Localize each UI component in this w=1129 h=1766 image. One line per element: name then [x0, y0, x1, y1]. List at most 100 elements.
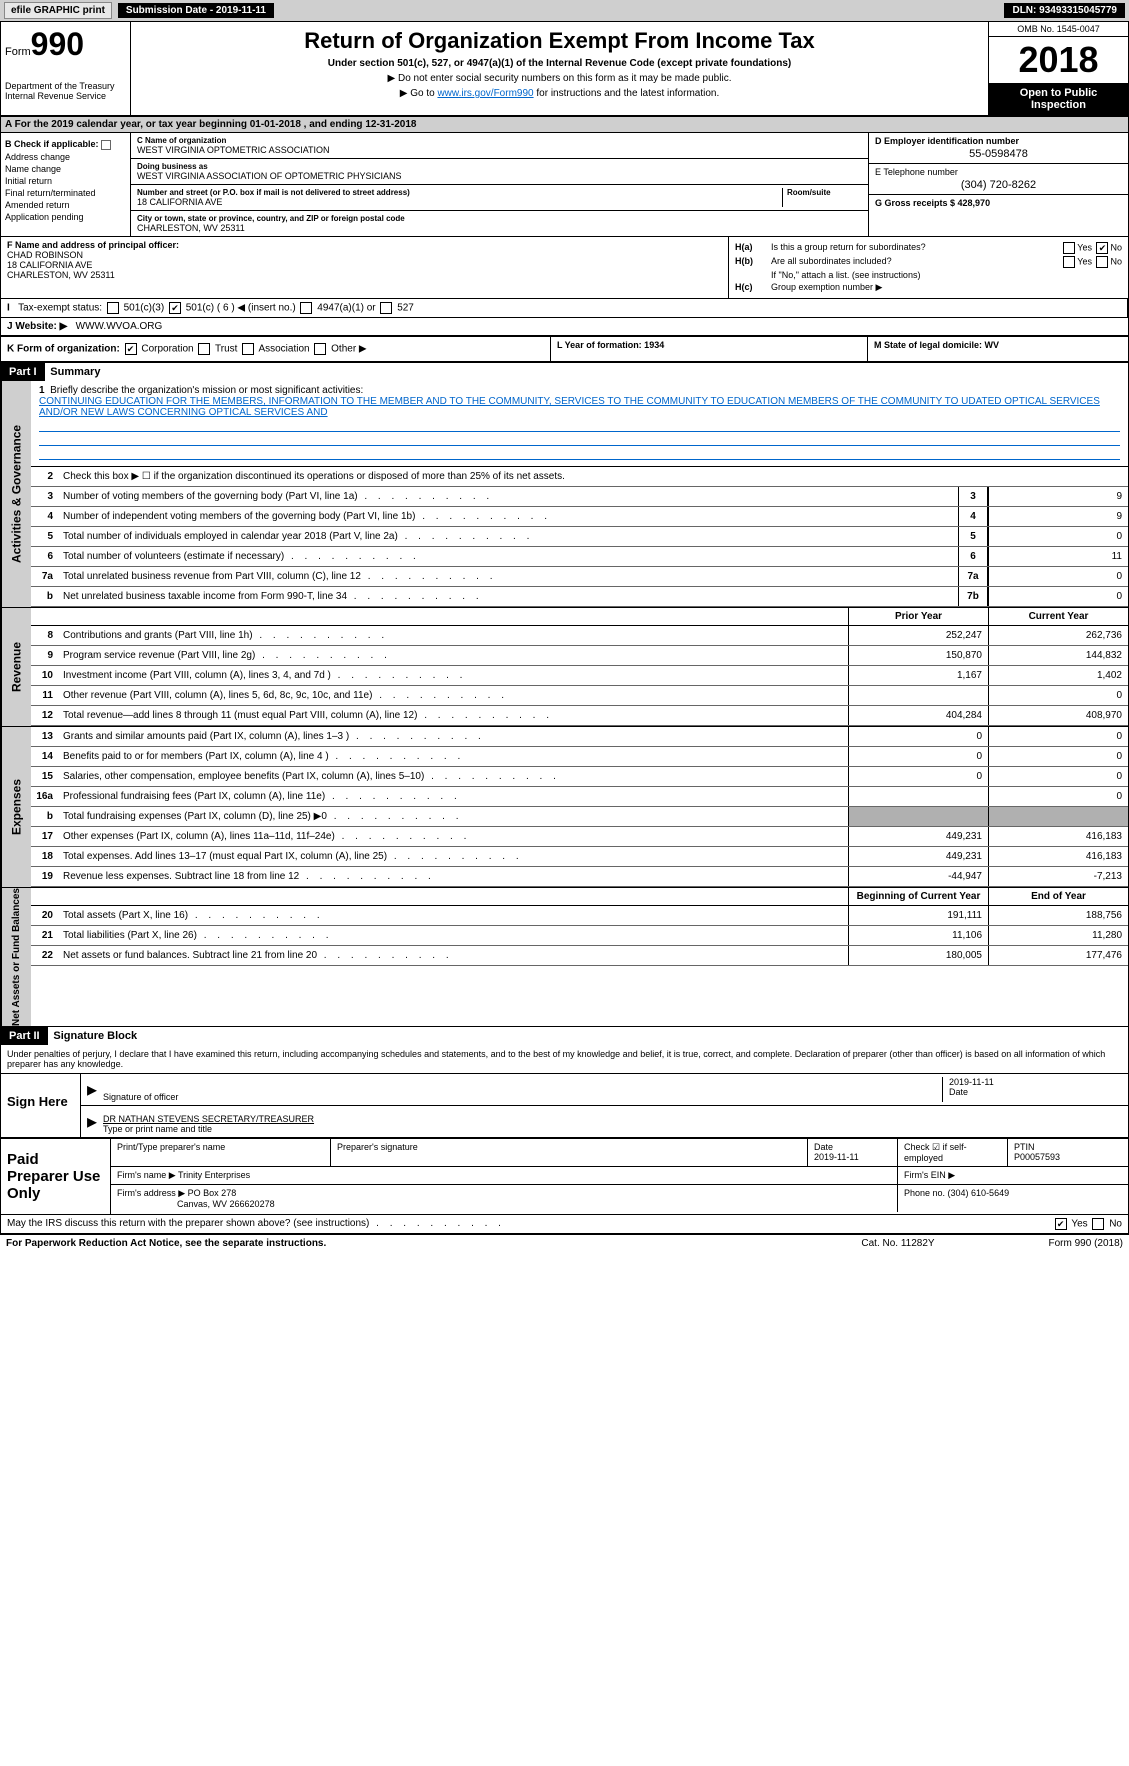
summary-line: bNet unrelated business taxable income f… — [31, 587, 1128, 607]
firm-addr1: PO Box 278 — [188, 1188, 237, 1198]
check-self-emp[interactable]: Check ☑ if self-employed — [898, 1139, 1008, 1166]
row-j-website: J Website: ▶ WWW.WVOA.ORG — [1, 318, 581, 335]
firm-name: Trinity Enterprises — [178, 1170, 250, 1180]
c-city-label: City or town, state or province, country… — [137, 214, 862, 223]
note-link: ▶ Go to www.irs.gov/Form990 for instruct… — [137, 88, 982, 99]
part2-header: Part II Signature Block — [1, 1027, 1128, 1045]
summary-line: 14Benefits paid to or for members (Part … — [31, 747, 1128, 767]
c-addr-label: Number and street (or P.O. box if mail i… — [137, 188, 782, 197]
row-k-form-org: K Form of organization: ✔ Corporation Tr… — [1, 337, 551, 361]
omb-number: OMB No. 1545-0047 — [989, 22, 1128, 37]
ha-text: Is this a group return for subordinates? — [771, 242, 1061, 254]
firm-ein: Firm's EIN ▶ — [898, 1167, 1128, 1184]
row-m-domicile: M State of legal domicile: WV — [868, 337, 1128, 361]
org-name: WEST VIRGINIA OPTOMETRIC ASSOCIATION — [137, 145, 862, 155]
website-url[interactable]: WWW.WVOA.ORG — [76, 321, 163, 332]
section-fh: F Name and address of principal officer:… — [1, 237, 1128, 299]
summary-line: 4Number of independent voting members of… — [31, 507, 1128, 527]
irs-link[interactable]: www.irs.gov/Form990 — [437, 88, 533, 99]
summary-line: 11Other revenue (Part VIII, column (A), … — [31, 686, 1128, 706]
form-title: Return of Organization Exempt From Incom… — [137, 28, 982, 54]
hdr-end: End of Year — [988, 888, 1128, 905]
org-city: CHARLESTON, WV 25311 — [137, 223, 862, 233]
org-dba: WEST VIRGINIA ASSOCIATION OF OPTOMETRIC … — [137, 171, 862, 181]
hb-text: Are all subordinates included? — [771, 256, 1061, 268]
g-gross: G Gross receipts $ 428,970 — [875, 198, 1122, 208]
sign-here: Sign Here — [1, 1074, 81, 1137]
officer-addr2: CHARLESTON, WV 25311 — [7, 270, 722, 280]
firm-addr2: Canvas, WV 266620278 — [177, 1199, 275, 1209]
col-b-checkboxes: B Check if applicable: Address change Na… — [1, 133, 131, 236]
summary-line: 17Other expenses (Part IX, column (A), l… — [31, 827, 1128, 847]
chk-initial[interactable]: Initial return — [5, 176, 126, 186]
hb2-text: If "No," attach a list. (see instruction… — [771, 270, 1122, 280]
chk-final[interactable]: Final return/terminated — [5, 188, 126, 198]
chk-name[interactable]: Name change — [5, 164, 126, 174]
mission-text: CONTINUING EDUCATION FOR THE MEMBERS, IN… — [39, 396, 1100, 418]
sig-officer-label: Signature of officer — [103, 1092, 942, 1102]
summary-line: 22Net assets or fund balances. Subtract … — [31, 946, 1128, 966]
efile-button[interactable]: efile GRAPHIC print — [4, 2, 112, 19]
form-container: Form990 Department of the Treasury Inter… — [0, 21, 1129, 1235]
summary-line: 9Program service revenue (Part VIII, lin… — [31, 646, 1128, 666]
firm-phone: Phone no. (304) 610-5649 — [898, 1185, 1128, 1212]
row-l-formation: L Year of formation: 1934 — [551, 337, 868, 361]
section-bcde: B Check if applicable: Address change Na… — [1, 133, 1128, 237]
mission-block: 1 Briefly describe the organization's mi… — [31, 381, 1128, 467]
summary-line: 8Contributions and grants (Part VIII, li… — [31, 626, 1128, 646]
summary-line: 18Total expenses. Add lines 13–17 (must … — [31, 847, 1128, 867]
org-addr: 18 CALIFORNIA AVE — [137, 197, 782, 207]
summary-line: 19Revenue less expenses. Subtract line 1… — [31, 867, 1128, 887]
ein: 55-0598478 — [875, 148, 1122, 160]
summary-line: bTotal fundraising expenses (Part IX, co… — [31, 807, 1128, 827]
phone: (304) 720-8262 — [875, 179, 1122, 191]
officer-name: CHAD ROBINSON — [7, 250, 722, 260]
summary-line: 12Total revenue—add lines 8 through 11 (… — [31, 706, 1128, 726]
summary-line: 6Total number of volunteers (estimate if… — [31, 547, 1128, 567]
form-subtitle: Under section 501(c), 527, or 4947(a)(1)… — [137, 58, 982, 69]
submission-date: Submission Date - 2019-11-11 — [118, 3, 274, 18]
chk-address[interactable]: Address change — [5, 152, 126, 162]
prep-sig-lbl: Preparer's signature — [331, 1139, 808, 1166]
line2: Check this box ▶ ☐ if the organization d… — [59, 469, 1128, 484]
prep-date: 2019-11-11 — [814, 1152, 859, 1162]
cat-no: Cat. No. 11282Y — [823, 1238, 973, 1249]
f-label: F Name and address of principal officer: — [7, 240, 179, 250]
sig-date-val: 2019-11-11 — [949, 1077, 994, 1087]
page-footer: For Paperwork Reduction Act Notice, see … — [0, 1235, 1129, 1252]
tax-year: 2018 — [989, 37, 1128, 83]
form-header: Form990 Department of the Treasury Inter… — [1, 22, 1128, 117]
note-ssn: ▶ Do not enter social security numbers o… — [137, 73, 982, 84]
officer-addr1: 18 CALIFORNIA AVE — [7, 260, 722, 270]
side-revenue: Revenue — [1, 608, 31, 726]
summary-line: 10Investment income (Part VIII, column (… — [31, 666, 1128, 686]
hdr-curr: Current Year — [988, 608, 1128, 625]
perjury-note: Under penalties of perjury, I declare th… — [1, 1045, 1128, 1073]
chk-pending[interactable]: Application pending — [5, 212, 126, 222]
ptin: P00057593 — [1014, 1152, 1060, 1162]
arrow-icon: ▸ — [87, 1077, 103, 1102]
row-i-tax-status: I Tax-exempt status: 501(c)(3) ✔ 501(c) … — [1, 299, 1128, 317]
open-public: Open to Public Inspection — [989, 83, 1128, 115]
chk-amended[interactable]: Amended return — [5, 200, 126, 210]
prep-name-lbl: Print/Type preparer's name — [111, 1139, 331, 1166]
c-dba-label: Doing business as — [137, 162, 862, 171]
d-label: D Employer identification number — [875, 136, 1019, 146]
form-footer: Form 990 (2018) — [973, 1238, 1123, 1249]
form-number: Form990 — [5, 26, 126, 63]
summary-line: 21Total liabilities (Part X, line 26)11,… — [31, 926, 1128, 946]
side-governance: Activities & Governance — [1, 381, 31, 607]
summary-line: 15Salaries, other compensation, employee… — [31, 767, 1128, 787]
hc-text: Group exemption number ▶ — [771, 282, 1122, 293]
summary-line: 20Total assets (Part X, line 16)191,1111… — [31, 906, 1128, 926]
summary-line: 13Grants and similar amounts paid (Part … — [31, 727, 1128, 747]
paperwork-notice: For Paperwork Reduction Act Notice, see … — [6, 1238, 823, 1249]
summary-line: 16aProfessional fundraising fees (Part I… — [31, 787, 1128, 807]
paid-preparer: Paid Preparer Use Only — [1, 1139, 111, 1214]
summary-line: 3Number of voting members of the governi… — [31, 487, 1128, 507]
summary-line: 7aTotal unrelated business revenue from … — [31, 567, 1128, 587]
discuss-row: May the IRS discuss this return with the… — [1, 1215, 1128, 1234]
room-label: Room/suite — [787, 188, 862, 197]
part1-header: Part I Summary — [1, 363, 1128, 381]
row-a-tax-year: A For the 2019 calendar year, or tax yea… — [1, 117, 1128, 133]
